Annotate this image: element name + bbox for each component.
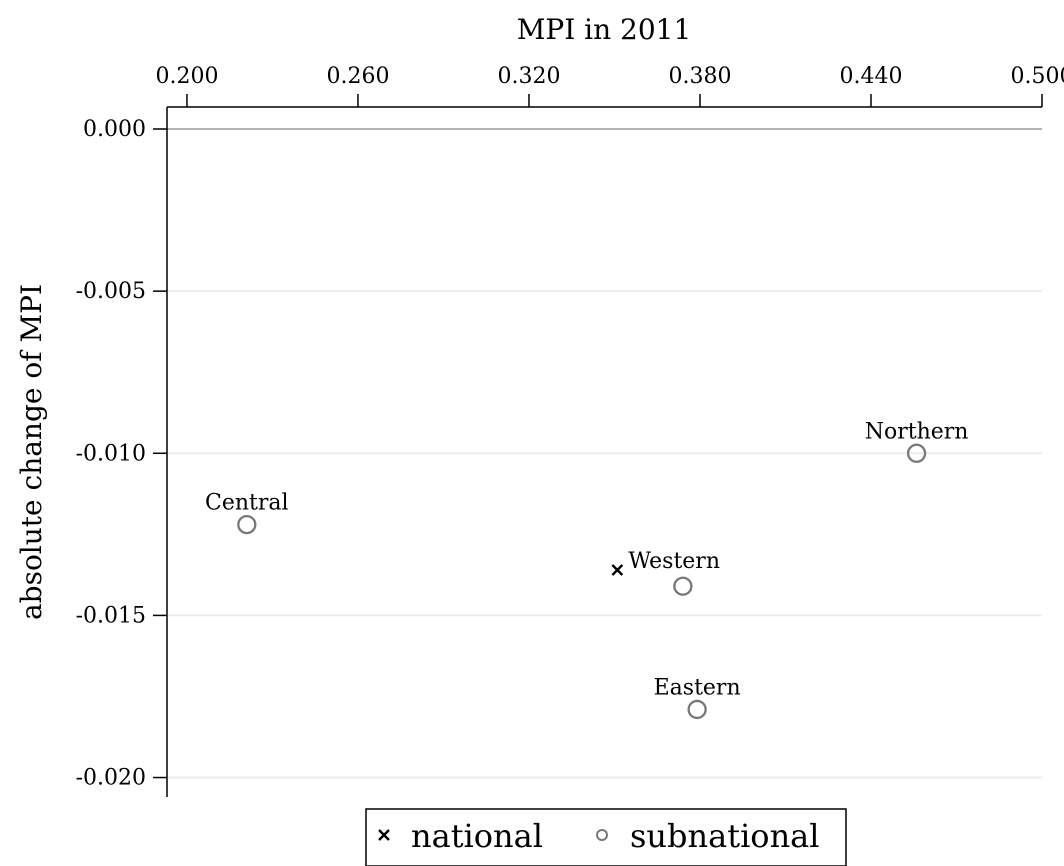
legend-cross-marker-icon [378, 829, 390, 841]
data-point-circle [673, 576, 693, 596]
data-points: Western Central Eastern Northern [205, 419, 969, 720]
data-point-label: Eastern [654, 675, 741, 700]
data-point-circle [906, 443, 927, 463]
data-point-circle [687, 699, 707, 720]
legend: national subnational [365, 808, 847, 866]
data-point-label: Western [628, 549, 720, 574]
data-point-cross [611, 564, 624, 576]
legend-circle-marker-icon [596, 829, 608, 841]
legend-entry-national: national [378, 817, 543, 855]
y-tick-label: -0.010 [76, 441, 146, 466]
legend-label-national: national [411, 817, 543, 855]
gridlines [167, 128, 1042, 779]
data-point-circle [237, 514, 257, 535]
y-axis-title: absolute change of MPI [15, 284, 48, 620]
x-tick-label: 0.500 [1011, 64, 1064, 89]
data-point-label: Central [205, 491, 289, 516]
y-tick-label: 0.000 [83, 117, 146, 142]
data-point-label: Northern [865, 419, 969, 444]
x-tick-label: 0.320 [497, 64, 560, 89]
axes: 0.200 0.260 0.320 0.380 0.440 0.500 0.000 -0.00… [76, 64, 1064, 797]
y-tick-label: -0.005 [76, 279, 146, 304]
y-tick-label: -0.020 [76, 766, 146, 791]
legend-label-subnational: subnational [630, 817, 819, 855]
x-tick-label: 0.200 [155, 64, 218, 89]
x-tick-label: 0.380 [668, 64, 731, 89]
legend-entry-subnational: subnational [596, 817, 819, 855]
x-tick-label: 0.440 [839, 64, 902, 89]
x-tick-label: 0.260 [326, 64, 389, 89]
x-axis-title: MPI in 2011 [517, 13, 692, 46]
y-tick-label: -0.015 [76, 603, 146, 628]
